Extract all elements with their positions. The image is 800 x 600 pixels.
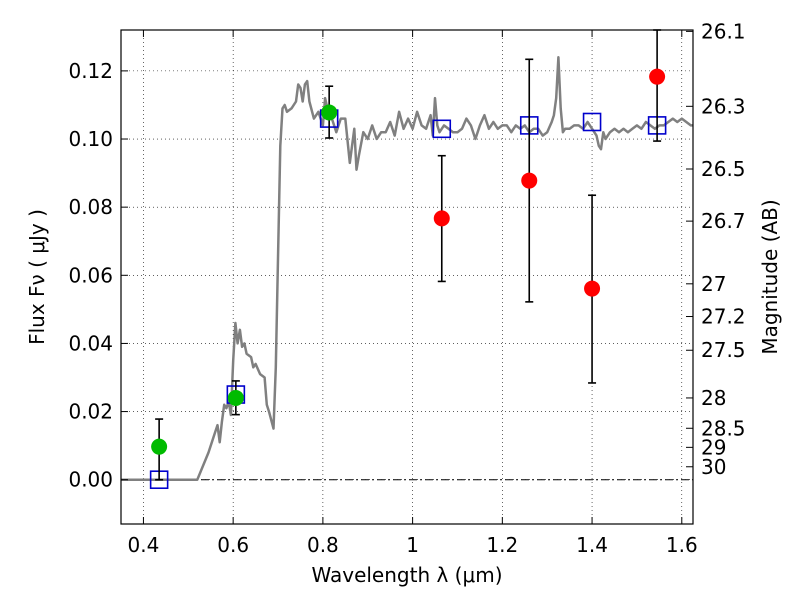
observed-flux-point (433, 210, 450, 227)
x-tick-label: 1.4 (576, 533, 608, 557)
observed-flux-point (521, 172, 538, 189)
x-tick-label: 1.2 (486, 533, 518, 557)
y-tick-label: 0.12 (68, 59, 113, 83)
observed-flux-point (649, 68, 666, 85)
right-tick-label: 30 (701, 455, 726, 479)
model-square-marker (582, 112, 602, 132)
plot-frame (120, 29, 694, 525)
observed-flux-point (151, 438, 168, 455)
y-axis-ticks: 0.00 0.02 0.04 0.06 0.08 0.10 0.12 (68, 59, 128, 492)
right-tick-label: 27.2 (701, 305, 746, 329)
y-tick-label: 0.10 (68, 127, 113, 151)
model-square-marker (432, 119, 452, 139)
y-tick-label: 0.02 (68, 400, 113, 424)
observed-flux-point (584, 280, 601, 297)
right-tick-label: 26.3 (701, 94, 746, 118)
x-axis-ticks: 0.4 0.6 0.8 1 1.2 1.4 1.6 (128, 30, 698, 557)
x-tick-label: 0.8 (307, 533, 339, 557)
x-axis-label: Wavelength λ (μm) (311, 563, 502, 587)
x-tick-label: 0.6 (217, 533, 249, 557)
y-tick-label: 0.04 (68, 331, 113, 355)
right-tick-label: 29 (701, 435, 726, 459)
observed-flux-point (227, 389, 244, 406)
y-tick-label: 0.06 (68, 263, 113, 287)
right-axis-label: Magnitude (AB) (758, 199, 782, 354)
right-tick-label: 27.5 (701, 338, 746, 362)
plot-background (121, 30, 693, 524)
spectrum-line (121, 56, 693, 481)
right-tick-label: 26.1 (701, 19, 746, 43)
right-tick-label: 26.7 (701, 209, 746, 233)
right-tick-label: 28 (701, 386, 726, 410)
right-tick-label: 26.5 (701, 157, 746, 181)
y-axis-label: Flux Fν ( μJy ) (25, 209, 49, 345)
x-tick-label: 1.6 (666, 533, 698, 557)
data-points (151, 68, 666, 455)
y-tick-label: 0.08 (68, 195, 113, 219)
observed-flux-point (321, 104, 338, 121)
x-tick-label: 1 (406, 533, 419, 557)
y-tick-label: 0.00 (68, 468, 113, 492)
x-tick-label: 0.4 (128, 533, 160, 557)
right-tick-label: 27 (701, 272, 726, 296)
right-tick-label: 28.5 (701, 416, 746, 440)
